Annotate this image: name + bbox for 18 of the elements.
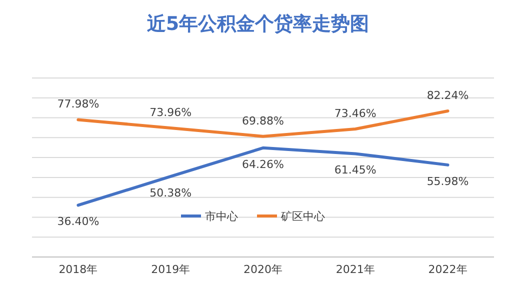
x-tick-label: 2021年 [336, 263, 375, 276]
data-label: 64.26% [242, 158, 284, 171]
data-label: 73.96% [150, 106, 192, 119]
data-label: 61.45% [334, 164, 376, 177]
legend-label: 市中心 [205, 210, 238, 223]
x-tick-label: 2020年 [244, 263, 282, 276]
data-label: 50.38% [150, 186, 192, 200]
x-tick-label: 2018年 [58, 263, 98, 276]
data-label: 69.88% [242, 114, 284, 128]
data-label: 73.46% [334, 107, 376, 120]
data-label: 36.40% [57, 215, 100, 228]
x-tick-label: 2022年 [428, 263, 468, 276]
data-label: 55.98% [426, 174, 469, 188]
data-label: 82.24% [426, 88, 469, 102]
data-label: 77.98% [57, 98, 100, 111]
legend-label: 矿区中心 [280, 210, 325, 223]
chart-title: 近5年公积金个贷率走势图 [146, 13, 370, 35]
x-tick-label: 2019年 [151, 263, 190, 276]
